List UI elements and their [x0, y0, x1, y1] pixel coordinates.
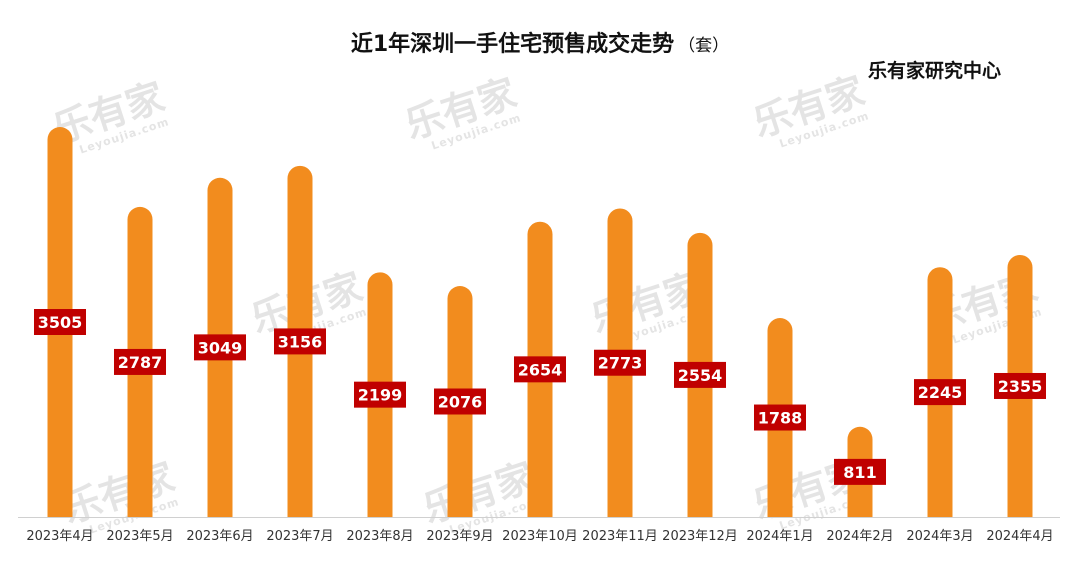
data-label-box: [514, 356, 566, 383]
chart-source: 乐有家研究中心: [868, 60, 1002, 82]
data-label: 2773: [598, 354, 643, 373]
data-label: 811: [843, 463, 876, 482]
data-label-box: [594, 349, 646, 376]
x-tick-label: 2023年5月: [106, 529, 173, 544]
chart-title: 近1年深圳一手住宅预售成交走势 （套）: [0, 26, 1080, 58]
data-label-box: [434, 388, 486, 415]
x-tick-label: 2023年7月: [266, 529, 333, 544]
data-label-box: [914, 379, 966, 406]
data-label: 2199: [358, 386, 403, 405]
data-label-box: [754, 404, 806, 431]
data-label: 2355: [998, 377, 1043, 396]
data-label-box: [674, 361, 726, 388]
x-tick-label: 2023年12月: [662, 529, 738, 544]
data-label: 3156: [278, 332, 323, 351]
data-label-box: [194, 334, 246, 361]
x-tick-label: 2023年8月: [346, 529, 413, 544]
data-label-box: [34, 309, 86, 335]
x-tick-label: 2023年11月: [582, 529, 658, 544]
x-tick-label: 2024年1月: [746, 529, 813, 544]
x-tick-label: 2023年6月: [186, 529, 253, 544]
data-label: 2654: [518, 360, 563, 379]
x-tick-label: 2023年10月: [502, 529, 578, 544]
data-label: 2245: [918, 383, 963, 402]
data-label-box: [834, 458, 886, 485]
data-label-box: [354, 381, 406, 408]
x-tick-label: 2023年4月: [26, 529, 93, 544]
x-tick-label: 2023年9月: [426, 529, 493, 544]
data-label-box: [994, 372, 1046, 399]
x-tick-label: 2024年3月: [906, 529, 973, 544]
data-label: 2076: [438, 393, 483, 412]
x-tick-label: 2024年2月: [826, 529, 893, 544]
data-label: 2554: [678, 366, 723, 385]
x-tick-label: 2024年4月: [986, 529, 1053, 544]
data-label: 2787: [118, 353, 163, 372]
data-label-box: [114, 348, 166, 375]
data-label: 3505: [38, 313, 83, 332]
data-label: 1788: [758, 409, 803, 428]
chart-unit: （套）: [678, 36, 730, 56]
data-label-box: [274, 328, 326, 355]
chart-title-text: 近1年深圳一手住宅预售成交走势: [350, 32, 675, 57]
data-label: 3049: [198, 338, 243, 357]
